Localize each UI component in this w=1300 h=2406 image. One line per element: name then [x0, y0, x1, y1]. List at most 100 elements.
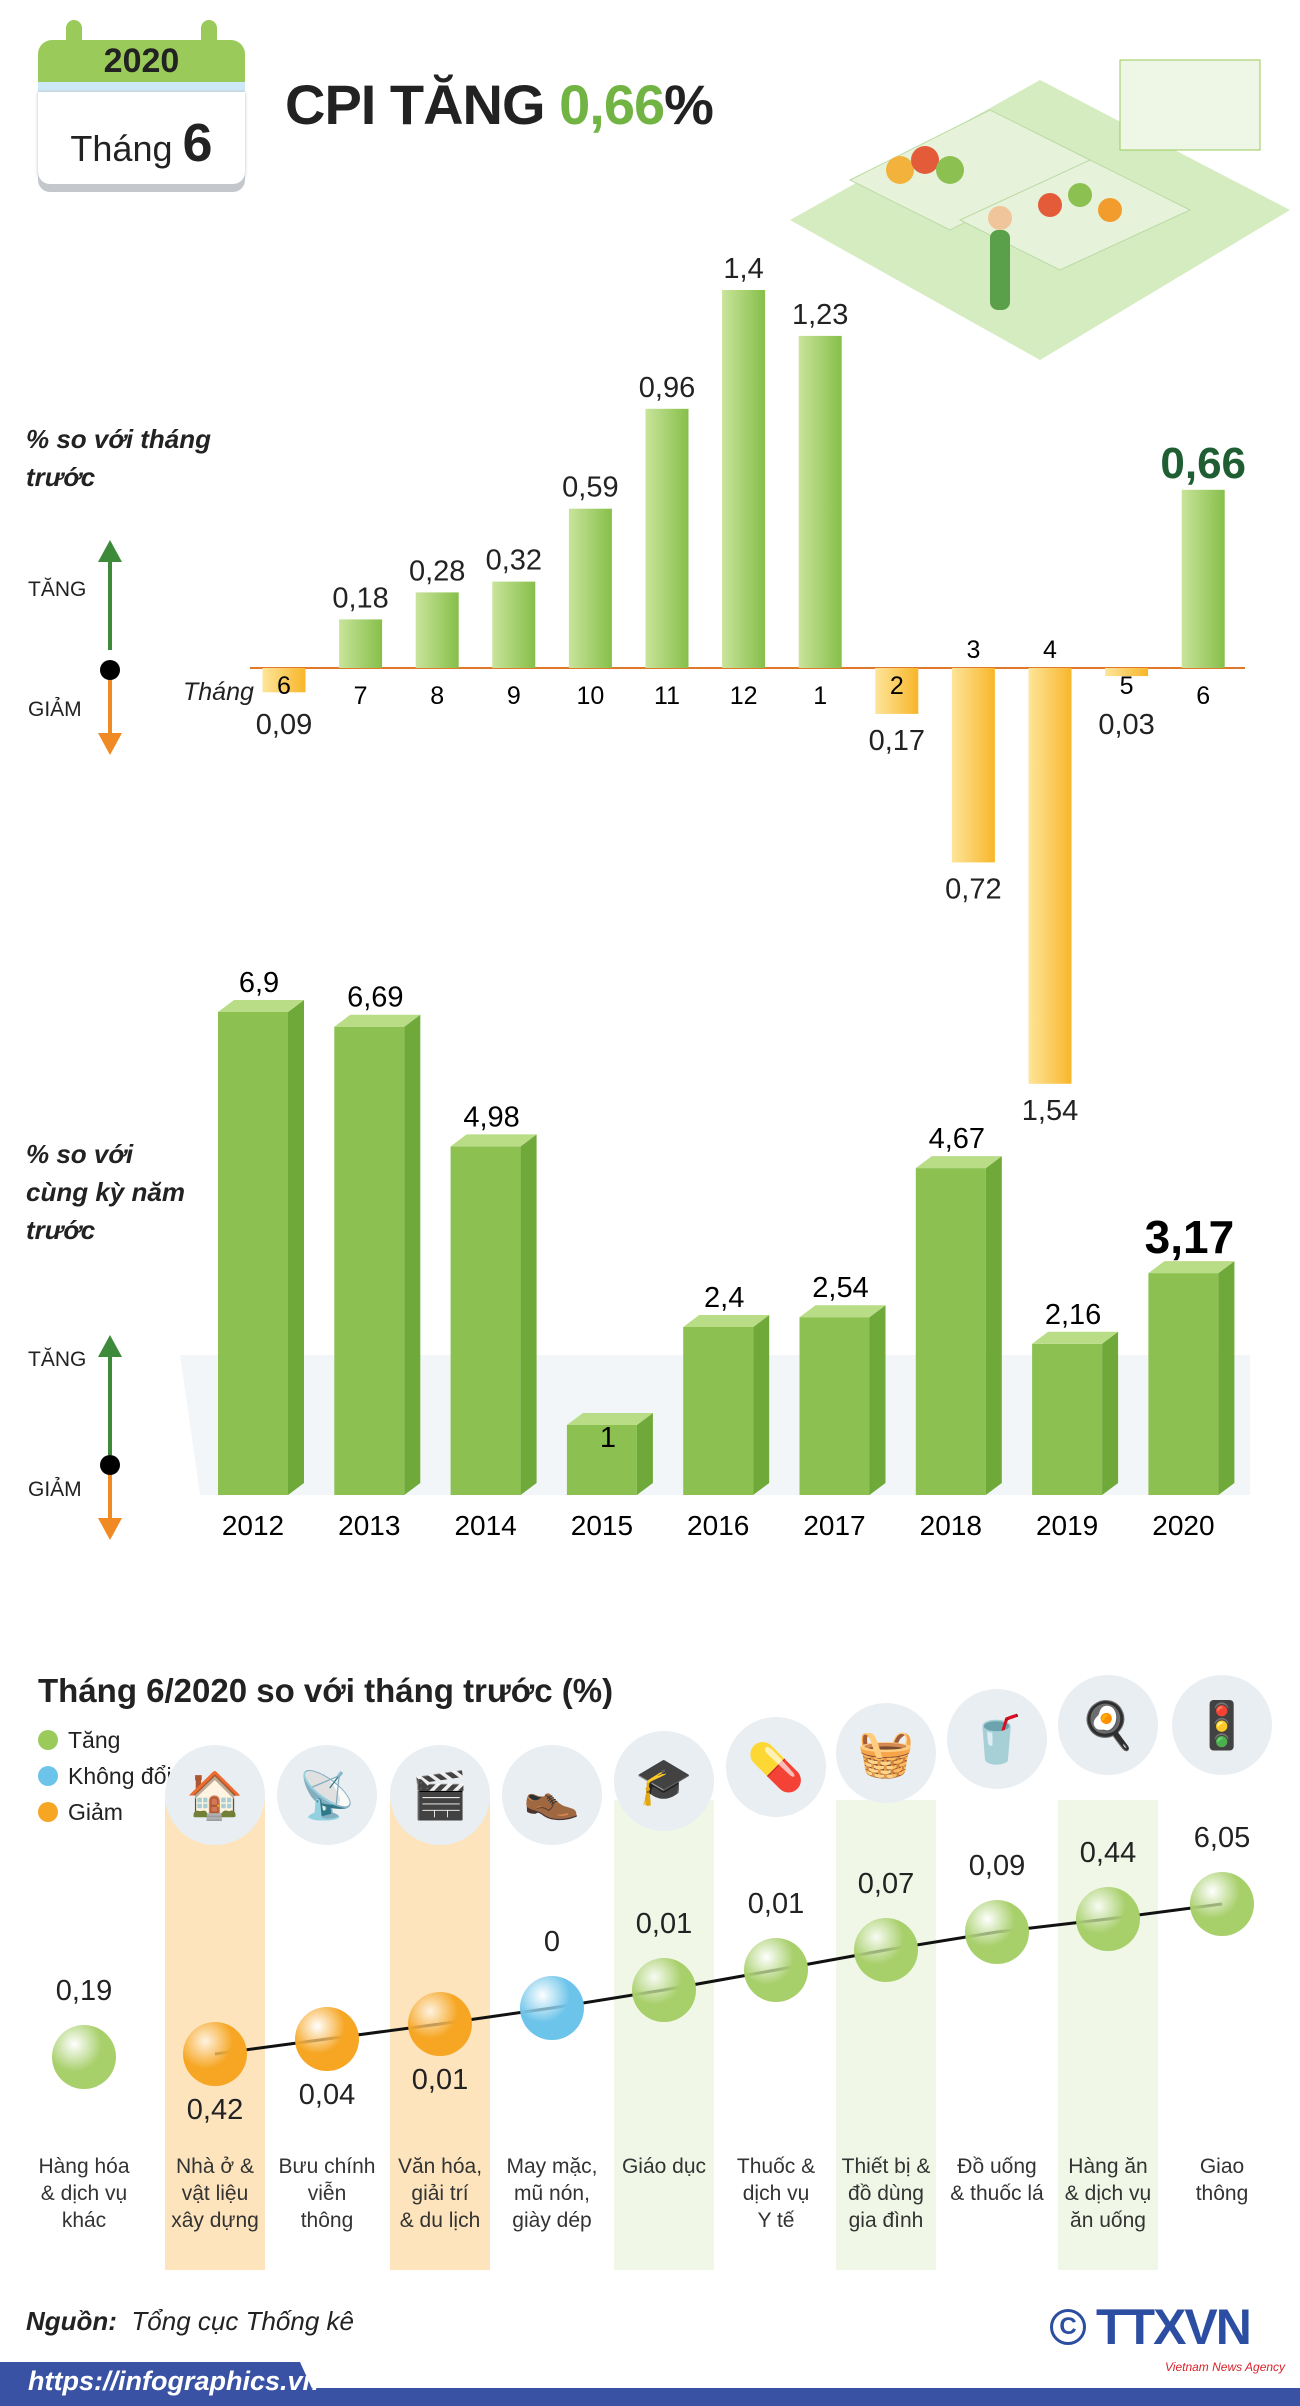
bar-front-8	[1148, 1273, 1219, 1495]
calendar-year: 2020	[103, 42, 180, 80]
bar-1	[339, 619, 383, 668]
bar-side-7	[1102, 1331, 1119, 1495]
x-tick-label: 6	[277, 672, 291, 700]
bar-side-6	[985, 1156, 1002, 1495]
category-label: Đồ uống & thuốc lá	[942, 2153, 1052, 2207]
yearly-chart-title: % so với cùng kỳ năm trước	[26, 1139, 185, 1245]
bar-top-3	[566, 1413, 653, 1425]
source: Nguồn: Tổng cục Thống kê	[26, 2306, 354, 2336]
category-dot	[52, 2025, 116, 2089]
data-label: 2,16	[1045, 1299, 1101, 1331]
bar-12	[1181, 489, 1225, 668]
category-highlight	[1058, 1800, 1158, 2270]
category-label-line: viễn	[307, 2182, 347, 2205]
x-tick-label: 2016	[687, 1510, 749, 1541]
up-down-arrow-icon	[98, 540, 122, 755]
category-label: Giáo dục	[609, 2153, 719, 2180]
category-label-line: Giao	[1199, 2155, 1245, 2178]
category-dot	[1076, 1887, 1140, 1951]
x-tick-label: 11	[654, 682, 680, 710]
data-label: 1,4	[723, 253, 763, 285]
bar-front-6	[915, 1168, 986, 1495]
page-title: CPI TĂNG 0,66%	[285, 73, 714, 136]
x-tick-label: 4	[1043, 636, 1057, 664]
bar-side-2	[520, 1134, 537, 1495]
x-tick-label: 1	[813, 682, 827, 710]
category-dot	[854, 1918, 918, 1982]
site-url-link[interactable]: https://infographics.vn	[28, 2366, 320, 2396]
logo-subtitle: Vietnam News Agency	[1165, 2360, 1286, 2374]
category-value: 0,09	[968, 1850, 1026, 1882]
data-label: 1	[600, 1422, 616, 1454]
category-label-line: & dịch vụ	[40, 2182, 128, 2205]
bar-5	[645, 408, 689, 668]
data-label: 0,72	[945, 873, 1001, 905]
bar-7	[798, 335, 842, 668]
x-tick-label: 12	[730, 682, 758, 710]
category-label-line: Thuốc &	[736, 2155, 816, 2178]
category-label-line: mũ nón,	[514, 2182, 590, 2205]
data-label: 0,09	[256, 709, 312, 741]
category-label-line: đồ dùng	[848, 2182, 924, 2205]
category-value: 0,01	[411, 2064, 469, 2096]
bar-9	[951, 668, 995, 863]
x-tick-label: 2015	[571, 1510, 633, 1541]
legend-item: Không đổi	[38, 1758, 172, 1794]
category-label-line: giải trí	[411, 2182, 469, 2205]
legend-dot-icon	[38, 1766, 58, 1786]
category-label-line: & du lịch	[399, 2209, 481, 2232]
up-label: TĂNG	[28, 578, 87, 601]
category-label-line: thông	[300, 2209, 354, 2232]
bar-top-8	[1148, 1261, 1235, 1274]
category-label-line: giày dép	[512, 2209, 592, 2232]
category-label-line: Bưu chính	[278, 2155, 376, 2178]
antenna-icon: 📡	[277, 1745, 377, 1845]
bar-top-2	[450, 1134, 537, 1147]
category-value: 0,04	[298, 2079, 356, 2111]
data-label: 0,17	[869, 725, 925, 757]
category-label-line: xây dựng	[171, 2209, 259, 2232]
bar-side-0	[288, 1000, 304, 1495]
category-label-line: Y tế	[757, 2209, 795, 2232]
x-tick-label: 2018	[920, 1510, 982, 1541]
category-value: 0,19	[55, 1975, 113, 2007]
data-label: 3,17	[1145, 1211, 1235, 1263]
x-tick-label: 2	[890, 672, 904, 700]
category-dot	[744, 1938, 808, 2002]
x-axis-label: Tháng	[183, 678, 254, 706]
drink-icon: 🥤	[947, 1689, 1047, 1789]
category-label: Văn hóa, giải trí & du lịch	[385, 2153, 495, 2234]
legend-item: Giảm	[38, 1794, 172, 1830]
category-dot	[183, 2022, 247, 2086]
category-value: 6,05	[1193, 1822, 1251, 1854]
data-label: 0,59	[562, 472, 618, 504]
bar-front-7	[1032, 1343, 1103, 1495]
clothes-icon: 👞	[502, 1745, 602, 1845]
legend-label: Giảm	[68, 1798, 123, 1825]
category-label-line: vật liệu	[181, 2182, 249, 2205]
x-tick-label: 2012	[222, 1510, 284, 1541]
bar-side-8	[1218, 1261, 1235, 1495]
x-tick-label: 2019	[1036, 1510, 1098, 1541]
food-icon: 🍳	[1058, 1675, 1158, 1775]
category-label: Thiết bị & đồ dùng gia đình	[831, 2153, 941, 2234]
category-chart-title: Tháng 6/2020 so với tháng trước (%)	[38, 1672, 614, 1709]
category-label-line: dịch vụ	[742, 2182, 810, 2205]
category-label-line: khác	[61, 2209, 107, 2232]
bar-2	[415, 592, 459, 668]
bar-top-4	[683, 1315, 770, 1327]
data-label: 4,98	[463, 1101, 519, 1133]
legend-label: Tăng	[68, 1726, 121, 1753]
data-label: 0,66	[1160, 439, 1246, 488]
legend-item: Tăng	[38, 1722, 172, 1758]
category-dot	[295, 2007, 359, 2071]
monthly-chart-title: % so với tháng trước	[26, 424, 212, 492]
footer-bar	[0, 2388, 1300, 2406]
category-label-line: Giáo dục	[621, 2155, 707, 2178]
category-highlight	[614, 1800, 714, 2270]
calendar-badge: 2020 Tháng 6	[38, 20, 245, 190]
bar-top-6	[915, 1156, 1002, 1169]
x-tick-label: 7	[354, 682, 368, 710]
legend-label: Không đổi	[68, 1762, 172, 1789]
x-tick-label: 3	[966, 636, 980, 664]
